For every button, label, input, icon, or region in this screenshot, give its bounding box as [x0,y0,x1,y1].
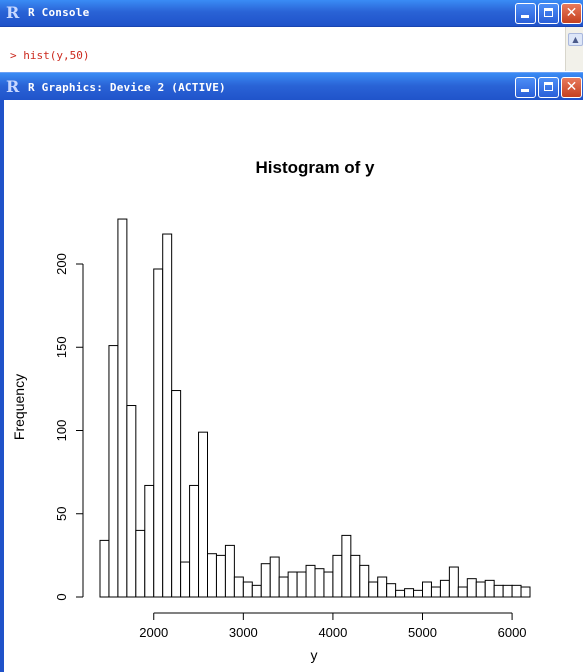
graphics-titlebar[interactable]: R R Graphics: Device 2 (ACTIVE) ✕ [0,72,583,102]
x-tick-label: 3000 [229,625,258,640]
y-tick-label: 50 [54,507,69,521]
minimize-button[interactable] [515,77,536,98]
minimize-button[interactable] [515,3,536,24]
histogram-bar [439,579,450,598]
y-tick-label: 0 [54,593,69,600]
maximize-button[interactable] [538,77,559,98]
histogram-bar [386,583,397,598]
histogram-chart: Histogram of y y Frequency 2000 3000 4000 5… [11,158,531,663]
maximize-icon [544,8,553,17]
close-icon: ✕ [565,79,578,95]
r-logo-icon: R [6,3,20,22]
y-axis: 0 50 100 150 200 [54,253,84,601]
histogram-bar [413,589,423,598]
histogram-bar [233,576,244,598]
histogram-bar [171,390,182,598]
console-window-controls: ✕ [515,3,582,24]
histogram-bar [251,584,262,598]
histogram-bar [224,544,235,598]
histogram-bar [502,584,513,598]
x-tick-label: 5000 [408,625,437,640]
histogram-bar [422,581,432,598]
histogram-bar [189,484,200,598]
close-button[interactable]: ✕ [561,77,582,98]
histogram-bar [323,571,334,598]
histogram-bar [153,268,164,598]
histogram-bar [260,563,271,598]
console-titlebar[interactable]: R R Console ✕ [0,0,583,27]
histogram-bar [341,534,352,598]
histogram-bar [242,581,253,598]
histogram-bar [350,554,361,598]
y-axis-label: Frequency [11,374,27,440]
histogram-bar [162,233,173,598]
histogram-bar [296,571,307,598]
maximize-icon [544,82,553,91]
r-console-window: R R Console ✕ > hist(y,50) ▲ [0,0,583,72]
histogram-bar [466,578,477,598]
histogram-bar [99,539,110,598]
histogram-bar [144,484,155,598]
histogram-bar [117,218,128,598]
histogram-bar [368,581,379,598]
histogram-bar [493,584,504,598]
histogram-bar [484,579,495,598]
x-axis: 2000 3000 4000 5000 6000 [139,612,527,640]
console-title: R Console [28,6,90,19]
histogram-bar [511,584,522,598]
histogram-bar [475,581,486,598]
x-axis-label: y [311,647,318,663]
y-tick-label: 150 [54,336,69,358]
console-scrollbar[interactable]: ▲ [565,27,583,71]
close-icon: ✕ [565,5,578,21]
histogram-bar [457,586,468,598]
x-tick-label: 4000 [318,625,347,640]
scroll-up-icon[interactable]: ▲ [568,33,583,46]
histogram-bar [126,405,137,598]
minimize-icon [521,15,529,18]
histogram-bar [314,568,325,598]
x-tick-label: 6000 [498,625,527,640]
console-command-line: > hist(y,50) [10,49,90,62]
histogram-bar [359,564,370,598]
chart-title: Histogram of y [255,158,375,177]
histogram-bar [395,589,406,598]
r-graphics-window: R R Graphics: Device 2 (ACTIVE) ✕ Histog… [0,72,583,672]
histogram-bar [287,571,298,598]
plot-area: Histogram of y y Frequency 2000 3000 4000 5… [4,100,583,672]
graphics-window-controls: ✕ [515,77,582,98]
histogram-bar [269,556,280,598]
histogram-bar [520,586,531,598]
histogram-bar [404,588,415,598]
histogram-bar [180,561,191,598]
histogram-bar [207,553,217,598]
histogram-bar [108,345,119,598]
y-tick-label: 100 [54,420,69,442]
close-button[interactable]: ✕ [561,3,582,24]
histogram-bar [198,431,209,598]
histogram-bar [448,566,459,598]
histogram-bar [215,554,226,598]
histogram-bars [99,218,531,598]
window-frame [0,100,4,672]
graphics-title: R Graphics: Device 2 (ACTIVE) [28,81,226,94]
histogram-bar [332,554,343,598]
y-tick-label: 200 [54,253,69,275]
histogram-bar [305,564,316,598]
x-tick-label: 2000 [139,625,168,640]
histogram-bar [135,529,146,598]
console-output[interactable]: > hist(y,50) [0,27,566,71]
r-logo-icon: R [6,77,20,96]
maximize-button[interactable] [538,3,559,24]
histogram-bar [430,586,441,598]
histogram-bar [377,576,388,598]
histogram-bar [278,576,289,598]
minimize-icon [521,89,529,92]
